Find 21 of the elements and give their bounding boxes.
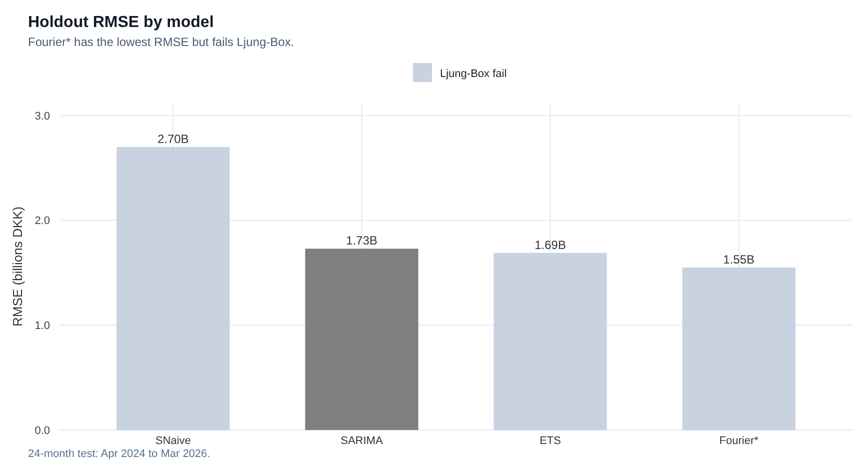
data-label: 1.69B (534, 238, 566, 252)
data-label: 1.73B (346, 234, 378, 248)
text: 24-month test: Apr 2024 to Mar 2026. (28, 448, 210, 460)
legend-label: Ljung-Box fail (440, 68, 507, 80)
y-tick-label: 1.0 (34, 320, 50, 332)
bar (494, 252, 607, 430)
x-tick-label: SNaive (155, 435, 191, 447)
x-tick-label: SARIMA (340, 435, 384, 447)
y-axis-title: RMSE (billions DKK) (10, 206, 25, 326)
data-label: 2.70B (157, 132, 189, 146)
bar (116, 147, 230, 430)
data-label: 1.55B (723, 252, 755, 267)
y-tick-label: 0.0 (34, 424, 50, 437)
y-tick-label: 3.0 (34, 110, 50, 122)
bar (682, 268, 796, 430)
bar (305, 248, 418, 430)
chart-title: Holdout RMSE by model (28, 14, 214, 31)
chart-subtitle: Fourier* has the lowest RMSE but fails Ljung-Box. (28, 35, 294, 49)
x-tick-label: ETS (540, 435, 561, 447)
y-tick-label: 2.0 (34, 215, 50, 228)
x-tick-label: Fourier* (719, 435, 760, 447)
